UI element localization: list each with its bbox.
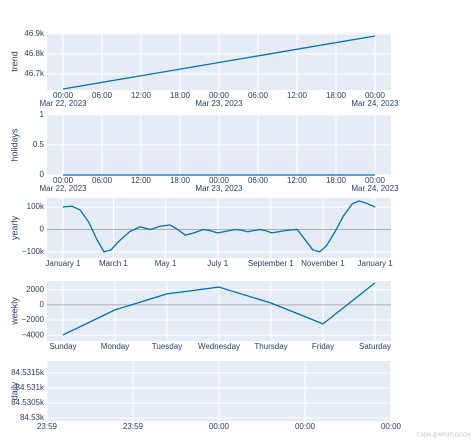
x-tick-label: 18:00 [170,176,191,185]
x-tick-label: November 1 [301,259,345,268]
line [62,200,376,253]
y-axis-title: yearly [9,216,19,241]
x-tick-label: Wednesday [198,342,240,351]
y-tick-label: 46.8k [24,49,45,58]
x-tick-date: Mar 22, 2023 [39,99,87,108]
x-tick-label: 00:00 [209,91,230,100]
plot-area [47,198,391,258]
y-axis-title: daily [9,381,19,400]
x-tick-label: 06:00 [92,91,113,100]
x-tick-label: Sunday [49,342,76,351]
y-tick-label: 0 [40,170,45,179]
y-axis-title: weekly [9,297,19,326]
subplot: −100k 0 100k January 1 March 1 May 1 July 1 Sep… [9,198,393,268]
x-tick-label: 12:00 [131,176,152,185]
x-tick-label: Thursday [254,342,287,351]
y-tick-label: 84.531k [16,383,45,392]
y-axis-title: trend [9,51,19,72]
watermark: CSDN @WPUTLGGCH [417,432,471,438]
x-tick-label: 23:59 [37,422,58,431]
x-tick-date: Mar 24, 2023 [351,184,399,193]
x-tick-label: 00:00 [365,176,386,185]
x-tick-label: July 1 [207,259,228,268]
x-tick-label: Monday [101,342,129,351]
x-tick-label: Friday [312,342,334,351]
y-tick-label: 0 [40,225,45,234]
x-tick-label: 00:00 [53,91,74,100]
x-tick-label: 06:00 [248,176,269,185]
x-tick-label: 06:00 [248,91,269,100]
y-tick-label: 1 [40,110,45,119]
x-tick-label: 12:00 [287,176,308,185]
y-tick-label: 46.9k [24,29,45,38]
x-tick-label: 00:00 [295,422,316,431]
x-tick-label: Tuesday [152,342,182,351]
x-tick-label: 00:00 [381,422,402,431]
y-tick-label: 84.53k [20,413,45,422]
subplot: 84.53k 84.5305k 84.531k 84.5315k 23:59 23:59 0… [9,361,402,431]
x-tick-label: 12:00 [287,91,308,100]
y-tick-label: 0.5 [33,140,45,149]
y-tick-label: 2000 [26,285,44,294]
y-tick-label: 0 [40,300,45,309]
x-tick-date: Mar 23, 2023 [195,184,243,193]
y-axis-title: holidays [9,128,19,162]
x-tick-label: September 1 [248,259,294,268]
y-tick-label: 84.5305k [11,398,45,407]
x-tick-label: 06:00 [92,176,113,185]
line [62,35,376,90]
x-tick-label: March 1 [99,259,128,268]
y-tick-label: −4000 [22,330,45,339]
x-tick-label: May 1 [155,259,177,268]
x-tick-label: 18:00 [326,176,347,185]
x-tick-label: 00:00 [209,422,230,431]
x-tick-label: 23:59 [123,422,144,431]
x-tick-label: 12:00 [131,91,152,100]
x-tick-date: Mar 23, 2023 [195,99,243,108]
x-tick-date: Mar 22, 2023 [39,184,87,193]
y-tick-label: 100k [27,202,45,211]
x-tick-label: 18:00 [326,91,347,100]
x-tick-label: 00:00 [53,176,74,185]
x-tick-label: January 1 [45,259,81,268]
subplot: −4000 −2000 0 2000 Sunday Monday Tuesday Wednes… [9,281,391,351]
x-tick-label: 18:00 [170,91,191,100]
y-tick-label: −2000 [22,315,45,324]
x-tick-label: 00:00 [209,176,230,185]
x-tick-label: 00:00 [365,91,386,100]
y-tick-label: −100k [22,247,45,256]
line [62,282,376,336]
x-tick-label: Saturday [359,342,391,351]
y-tick-label: 46.7k [24,69,45,78]
y-tick-label: 84.5315k [11,368,45,377]
x-tick-label: January 1 [358,259,394,268]
x-tick-date: Mar 24, 2023 [351,99,399,108]
